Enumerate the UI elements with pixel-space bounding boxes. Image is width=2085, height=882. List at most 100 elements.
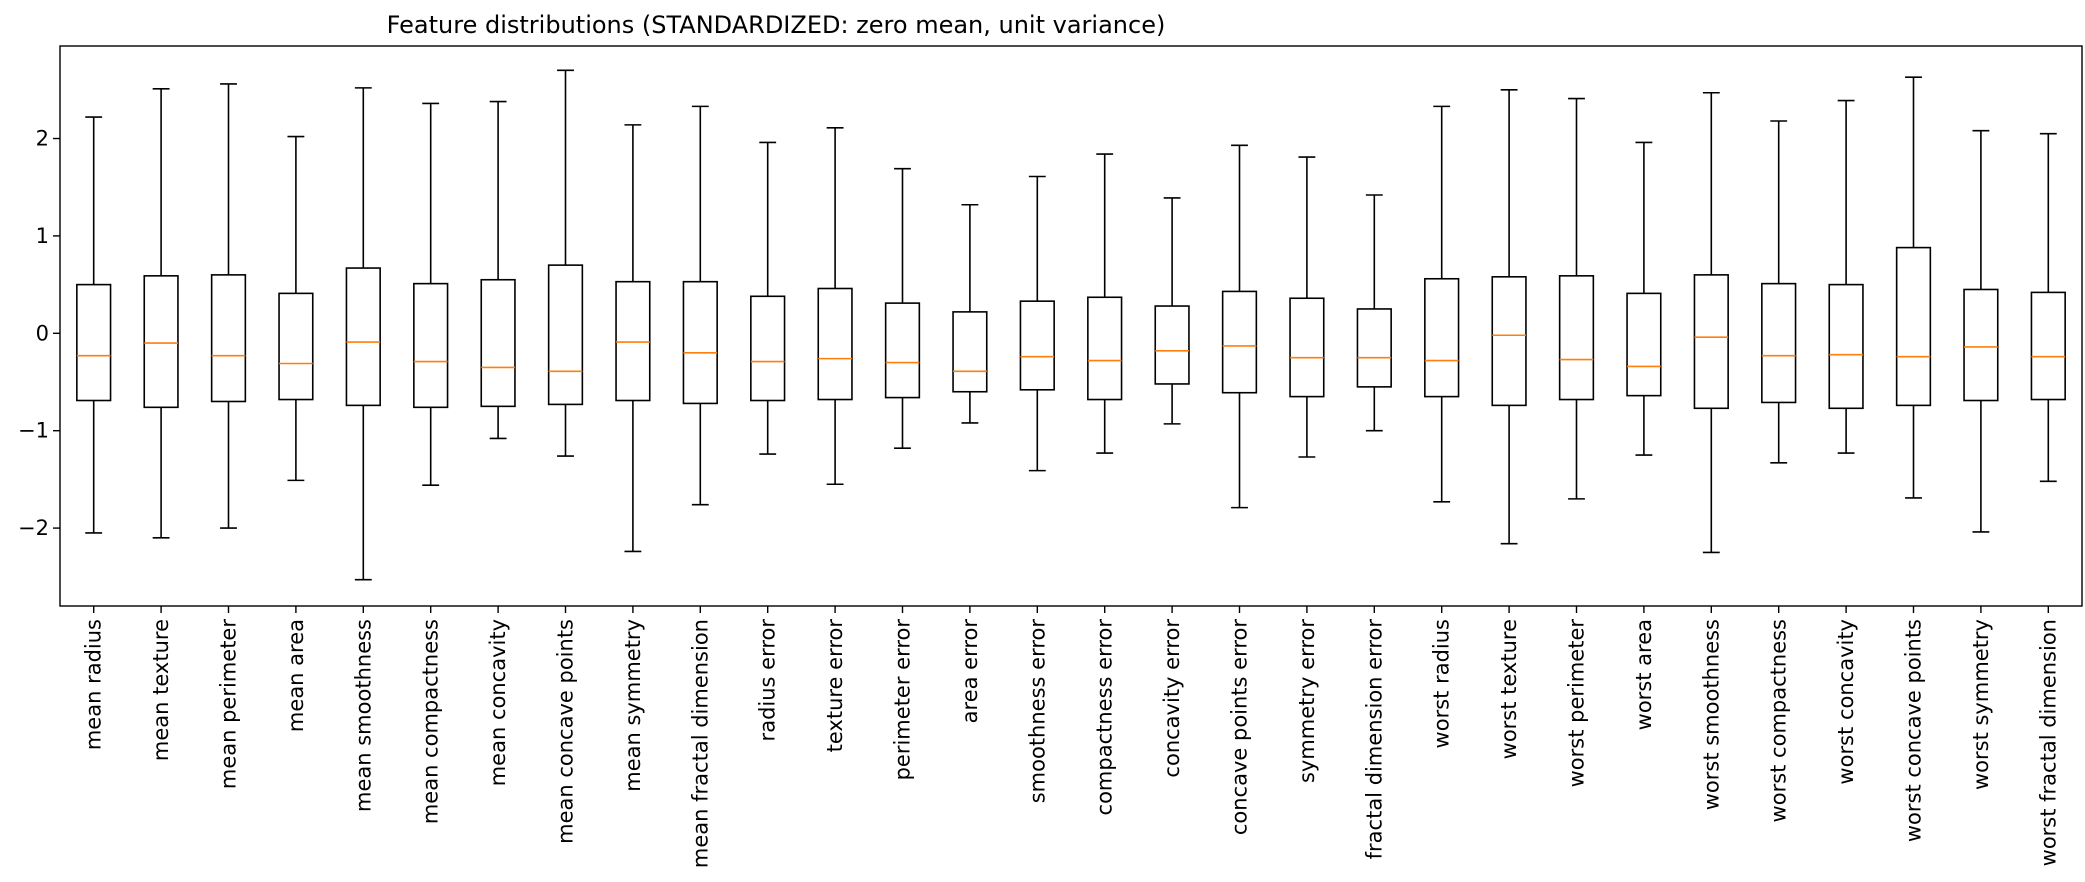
box-1 <box>143 88 179 539</box>
box-21 <box>1491 89 1527 545</box>
x-tick-label: area error <box>958 619 982 724</box>
iqr-box <box>1895 246 1932 407</box>
box-12 <box>884 167 921 450</box>
iqr-box <box>1626 292 1662 397</box>
x-tick-label: worst area <box>1632 619 1656 730</box>
x-tick-label: smoothness error <box>1025 619 1049 804</box>
x-tick-label: worst radius <box>1430 619 1454 748</box>
y-tick-label: 0 <box>36 321 49 345</box>
x-tick-label: radius error <box>756 619 780 742</box>
box-8 <box>615 124 651 553</box>
x-tick-label: mean perimeter <box>217 619 241 789</box>
chart-title: Feature distributions (STANDARDIZED: zer… <box>387 11 1166 39</box>
iqr-box <box>1558 275 1595 401</box>
box-0 <box>76 116 112 534</box>
x-tick-label: mean texture <box>149 619 173 761</box>
plot-area-frame <box>59 45 2083 607</box>
box-3 <box>278 135 314 482</box>
iqr-box <box>615 280 651 402</box>
box-19 <box>1356 194 1392 432</box>
x-tick-label: worst symmetry <box>1969 619 1993 790</box>
x-tick-label: worst texture <box>1497 619 1521 759</box>
x-tick-label: mean symmetry <box>621 619 645 792</box>
x-tick-label: concavity error <box>1160 619 1184 778</box>
x-tick-label: fractal dimension error <box>1362 619 1386 860</box>
box-22 <box>1558 97 1595 500</box>
box-series <box>76 69 2066 581</box>
iqr-box <box>1154 305 1190 385</box>
box-4 <box>345 87 381 581</box>
box-11 <box>817 127 853 486</box>
iqr-box <box>1693 274 1729 410</box>
box-24 <box>1693 91 1729 554</box>
iqr-box <box>1828 283 1864 410</box>
iqr-box <box>884 302 921 399</box>
iqr-box <box>345 267 381 407</box>
x-tick-label: mean area <box>284 619 308 732</box>
y-tick-label: 1 <box>36 224 49 248</box>
iqr-box <box>1424 277 1460 398</box>
iqr-box <box>682 280 718 405</box>
x-tick-label: perimeter error <box>891 619 915 781</box>
box-13 <box>952 203 988 424</box>
box-7 <box>547 69 584 457</box>
box-26 <box>1828 99 1864 454</box>
x-tick-label: texture error <box>823 619 847 753</box>
iqr-box <box>1761 282 1797 404</box>
box-10 <box>750 141 786 455</box>
iqr-box <box>1963 288 1999 402</box>
iqr-box <box>1356 308 1392 388</box>
box-23 <box>1626 141 1662 456</box>
iqr-box <box>278 292 314 401</box>
box-25 <box>1761 120 1797 464</box>
x-tick-label: mean smoothness <box>351 619 375 812</box>
iqr-box <box>547 264 584 406</box>
x-tick-label: worst fractal dimension <box>2036 619 2060 866</box>
x-tick-label: symmetry error <box>1295 619 1319 783</box>
iqr-box <box>76 283 112 402</box>
box-29 <box>2030 132 2066 483</box>
box-16 <box>1154 197 1190 425</box>
x-tick-label: compactness error <box>1093 619 1117 816</box>
x-axis: mean radius mean texture mean perimeter mea… <box>82 606 2060 868</box>
iqr-box <box>1491 276 1527 407</box>
iqr-box <box>413 282 449 409</box>
box-20 <box>1424 105 1460 503</box>
box-15 <box>1087 153 1123 454</box>
x-tick-label: mean concavity <box>486 619 510 786</box>
y-tick-label: 2 <box>36 127 49 151</box>
iqr-box <box>952 311 988 393</box>
y-tick-label: −1 <box>18 419 49 443</box>
x-tick-label: worst concavity <box>1834 619 1858 785</box>
box-17 <box>1221 144 1258 509</box>
iqr-box <box>1221 290 1258 394</box>
x-tick-label: mean compactness <box>419 619 443 824</box>
box-9 <box>682 105 718 506</box>
iqr-box <box>210 274 247 403</box>
x-tick-label: mean concave points <box>554 619 578 844</box>
x-tick-label: concave points error <box>1228 619 1252 836</box>
x-tick-label: worst perimeter <box>1565 619 1589 788</box>
iqr-box <box>480 278 516 408</box>
box-28 <box>1963 129 1999 533</box>
x-tick-label: mean fractal dimension <box>688 619 712 868</box>
x-tick-label: worst smoothness <box>1699 619 1723 810</box>
box-14 <box>1019 175 1055 472</box>
iqr-box <box>1087 296 1123 401</box>
box-27 <box>1895 76 1932 499</box>
box-2 <box>210 83 247 529</box>
iqr-box <box>817 287 853 401</box>
x-tick-label: worst compactness <box>1767 619 1791 822</box>
box-18 <box>1289 156 1325 458</box>
iqr-box <box>143 275 179 409</box>
x-tick-label: mean radius <box>82 619 106 750</box>
box-6 <box>480 100 516 440</box>
iqr-box <box>2030 291 2066 401</box>
box-5 <box>413 102 449 487</box>
y-axis: 2 1 0 −1 −2 <box>18 127 60 540</box>
x-tick-label: worst concave points <box>1902 619 1926 842</box>
y-tick-label: −2 <box>18 516 49 540</box>
iqr-box <box>1019 300 1055 391</box>
iqr-box <box>750 295 786 402</box>
